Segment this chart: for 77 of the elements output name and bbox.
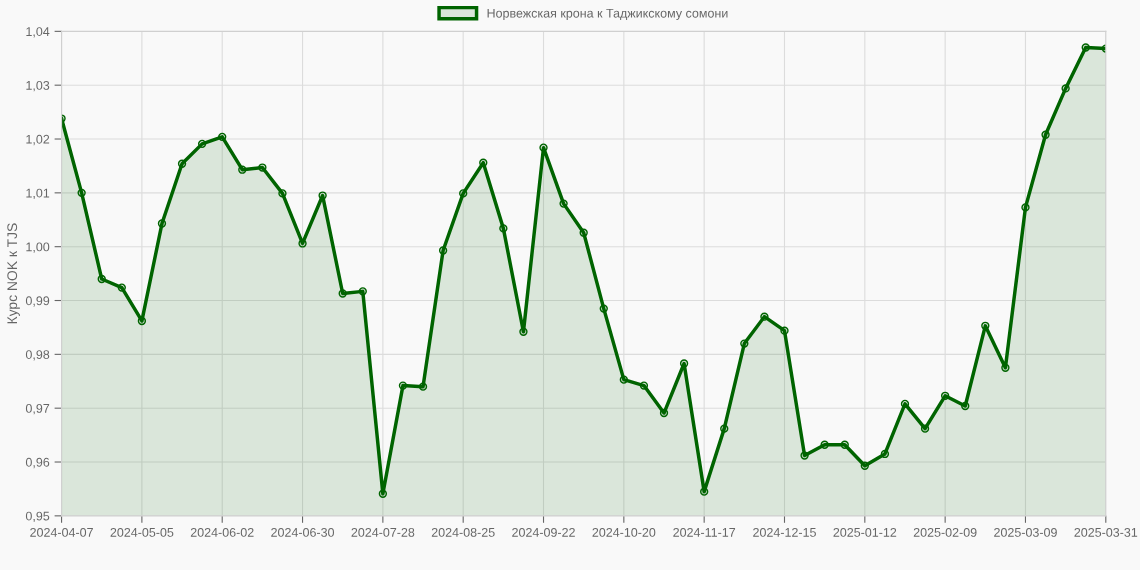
point	[197, 139, 207, 149]
point	[519, 327, 528, 336]
x-tick-label: 2024-04-07	[30, 527, 93, 537]
x-tick-label: 2024-07-28	[351, 527, 415, 537]
point	[438, 246, 448, 255]
point	[760, 312, 769, 321]
point	[679, 359, 689, 368]
point	[418, 382, 428, 391]
point	[97, 274, 106, 284]
point	[961, 401, 970, 411]
y-tick-label: 1,00	[26, 242, 50, 253]
point	[298, 239, 307, 248]
point	[1001, 363, 1010, 372]
point	[499, 224, 508, 233]
x-tick-label: 2024-06-30	[271, 527, 335, 537]
y-axis-title: Курс NOK к TJS	[7, 223, 20, 324]
y-tick-label: 0,97	[25, 403, 50, 415]
point	[860, 461, 869, 470]
x-tick-label: 2024-12-15	[753, 527, 816, 537]
point	[900, 399, 910, 409]
y-tick-label: 0,95	[25, 511, 50, 522]
y-tick-label: 0,99	[25, 296, 50, 307]
point	[780, 326, 789, 335]
point	[840, 440, 849, 449]
point	[117, 283, 126, 292]
point	[398, 381, 408, 390]
x-tick-label: 2025-03-09	[994, 527, 1057, 537]
x-tick-label: 2024-05-05	[110, 527, 174, 537]
point	[659, 408, 669, 418]
point	[981, 321, 990, 330]
y-tick-label: 1,03	[26, 80, 50, 92]
point	[639, 381, 649, 390]
point	[479, 158, 488, 167]
x-tick-label: 2025-03-31	[1074, 527, 1138, 537]
point	[358, 287, 367, 296]
point	[1021, 203, 1030, 212]
x-tick-label: 2024-10-20	[592, 527, 656, 537]
point	[1061, 84, 1070, 93]
x-tick-label: 2024-06-02	[190, 527, 254, 537]
point	[619, 375, 629, 384]
point	[700, 487, 709, 496]
point	[599, 304, 608, 313]
point	[177, 159, 187, 168]
x-tick-label: 2024-08-25	[431, 527, 495, 537]
point	[77, 188, 86, 198]
point	[258, 163, 267, 172]
point	[218, 132, 227, 142]
x-tick-label: 2025-02-09	[913, 527, 977, 537]
point	[720, 424, 729, 433]
point	[378, 489, 388, 498]
x-tick-label: 2024-11-17	[673, 527, 736, 537]
point	[579, 228, 588, 237]
point	[820, 440, 829, 449]
legend-label: Норвежская крона к Таджикскому сомони	[487, 8, 728, 21]
point	[137, 316, 147, 326]
x-tick-label: 2025-01-12	[833, 527, 897, 537]
point	[459, 189, 468, 198]
y-tick-label: 0,98	[25, 350, 50, 361]
point	[559, 199, 568, 208]
point	[880, 449, 890, 459]
y-tick-label: 1,02	[26, 134, 50, 146]
y-tick-label: 0,96	[25, 457, 50, 469]
y-tick-label: 1,04	[26, 27, 50, 38]
point	[278, 189, 287, 198]
point	[338, 289, 347, 298]
y-tick-label: 1,01	[26, 188, 50, 199]
point	[740, 339, 749, 348]
point	[1081, 43, 1090, 52]
point	[238, 165, 247, 174]
point	[539, 143, 548, 152]
point	[940, 391, 950, 400]
point	[920, 424, 930, 433]
point	[318, 191, 327, 200]
point	[800, 451, 809, 460]
point	[1041, 130, 1050, 139]
x-tick-label: 2024-09-22	[512, 527, 575, 537]
point	[157, 219, 167, 228]
